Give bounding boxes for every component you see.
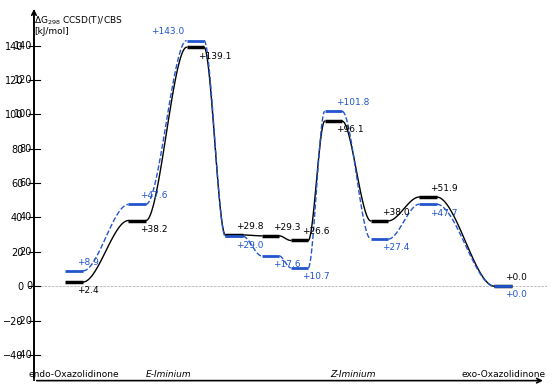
Text: +8.9: +8.9 bbox=[77, 258, 98, 266]
Text: 100: 100 bbox=[14, 109, 32, 119]
Text: +0.0: +0.0 bbox=[506, 290, 527, 300]
Text: +29.8: +29.8 bbox=[236, 222, 264, 231]
Text: exo-Oxazolidinone: exo-Oxazolidinone bbox=[461, 370, 545, 379]
Text: E-Iminium: E-Iminium bbox=[146, 370, 191, 379]
Text: 80: 80 bbox=[20, 144, 32, 154]
Text: +38.2: +38.2 bbox=[140, 225, 167, 234]
Text: +38.0: +38.0 bbox=[382, 208, 410, 217]
Text: -20: -20 bbox=[16, 316, 32, 325]
Text: +143.0: +143.0 bbox=[151, 27, 184, 36]
Text: 0: 0 bbox=[26, 281, 32, 291]
Text: +2.4: +2.4 bbox=[77, 286, 98, 295]
Text: 120: 120 bbox=[13, 75, 32, 85]
Text: 20: 20 bbox=[19, 247, 32, 257]
Text: endo-Oxazolidinone: endo-Oxazolidinone bbox=[29, 370, 119, 379]
Text: $\Delta$G$_{298}$ CCSD(T)/CBS: $\Delta$G$_{298}$ CCSD(T)/CBS bbox=[34, 15, 123, 27]
Text: +27.4: +27.4 bbox=[382, 243, 409, 253]
Text: +10.7: +10.7 bbox=[302, 272, 330, 281]
Text: +0.0: +0.0 bbox=[506, 273, 527, 282]
Text: +17.6: +17.6 bbox=[273, 260, 300, 269]
Text: +29.3: +29.3 bbox=[273, 223, 300, 231]
Text: +29.0: +29.0 bbox=[236, 241, 264, 249]
Text: +26.6: +26.6 bbox=[302, 227, 330, 236]
Text: Z-Iminium: Z-Iminium bbox=[330, 370, 376, 379]
Text: +47.6: +47.6 bbox=[140, 191, 167, 200]
Text: +47.7: +47.7 bbox=[430, 209, 458, 218]
Text: 40: 40 bbox=[20, 213, 32, 223]
Text: [kJ/mol]: [kJ/mol] bbox=[34, 27, 69, 36]
Text: 140: 140 bbox=[14, 41, 32, 51]
Text: 60: 60 bbox=[20, 178, 32, 188]
Text: +51.9: +51.9 bbox=[430, 184, 458, 193]
Text: +139.1: +139.1 bbox=[198, 52, 231, 60]
Text: -40: -40 bbox=[16, 350, 32, 360]
Text: +101.8: +101.8 bbox=[336, 98, 369, 107]
Text: +96.1: +96.1 bbox=[336, 126, 364, 134]
